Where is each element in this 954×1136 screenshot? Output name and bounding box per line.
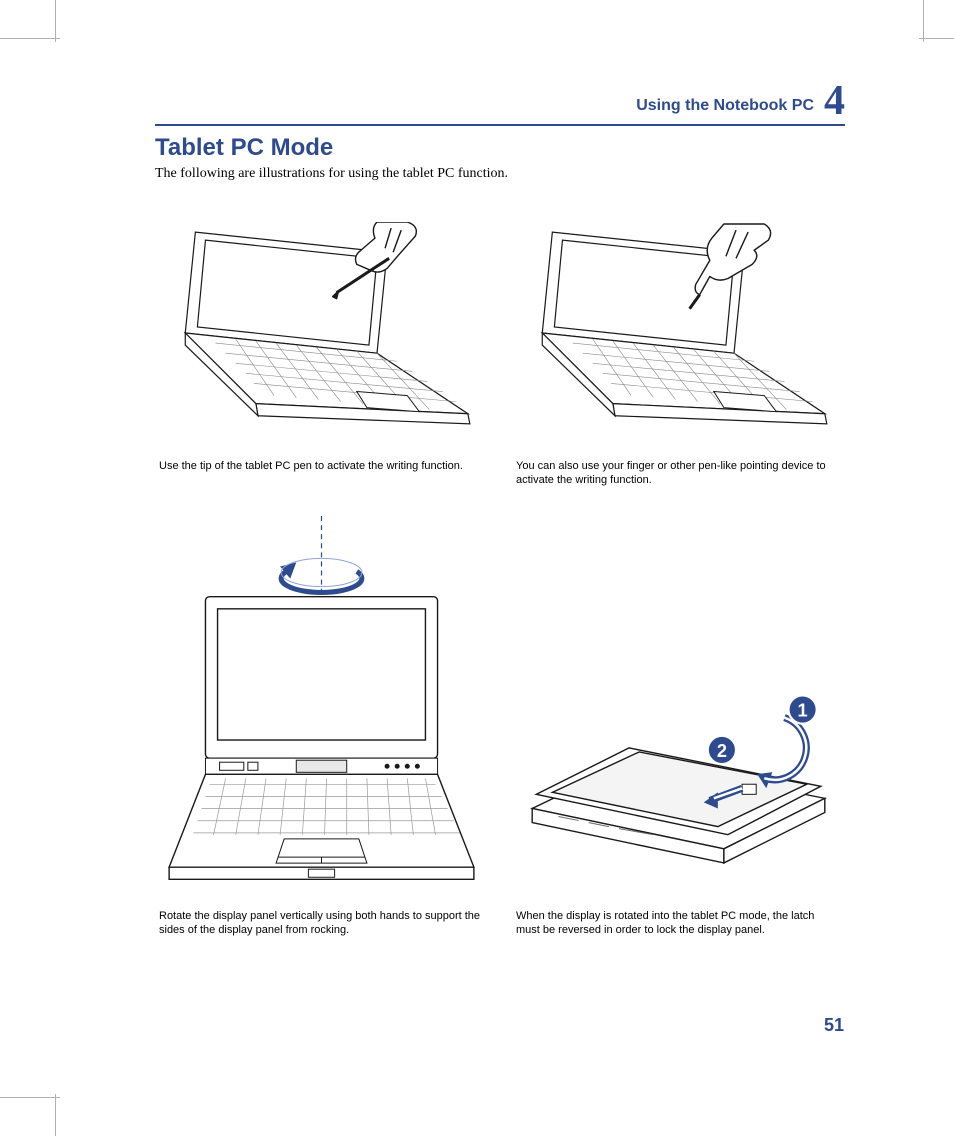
callout-2: 2 (717, 741, 727, 761)
crop-mark (0, 38, 60, 39)
crop-mark (55, 1094, 56, 1136)
section-title: Tablet PC Mode (155, 134, 845, 162)
crop-mark (919, 38, 954, 39)
crop-mark (0, 1097, 60, 1098)
crop-mark (55, 0, 56, 42)
figure-rotate: Rotate the display panel vertically usin… (155, 516, 488, 938)
page: Using the Notebook PC 4 Tablet PC Mode T… (0, 0, 954, 1136)
tablet-latch-illustration: 1 2 (512, 647, 845, 899)
laptop-pen-illustration (155, 222, 488, 444)
content-area: Using the Notebook PC 4 Tablet PC Mode T… (155, 80, 845, 938)
chapter-number: 4 (824, 80, 845, 122)
figure-caption: When the display is rotated into the tab… (512, 909, 845, 938)
figure-caption: Use the tip of the tablet PC pen to acti… (155, 459, 488, 473)
figure-caption: You can also use your finger or other pe… (512, 459, 845, 488)
laptop-rotate-illustration (155, 516, 488, 899)
section-intro: The following are illustrations for usin… (155, 166, 845, 182)
figure-pen: Use the tip of the tablet PC pen to acti… (155, 222, 488, 488)
callout-1: 1 (798, 700, 808, 720)
running-title: Using the Notebook PC (636, 97, 814, 115)
figure-latch: 1 2 When the display is rotated into the… (512, 516, 845, 938)
figure-caption: Rotate the display panel vertically usin… (155, 909, 488, 938)
page-number: 51 (824, 1015, 844, 1036)
laptop-finger-illustration (512, 222, 845, 444)
crop-mark (923, 0, 924, 42)
figure-finger: You can also use your finger or other pe… (512, 222, 845, 488)
figure-grid: Use the tip of the tablet PC pen to acti… (155, 222, 845, 938)
running-header: Using the Notebook PC 4 (155, 80, 845, 126)
